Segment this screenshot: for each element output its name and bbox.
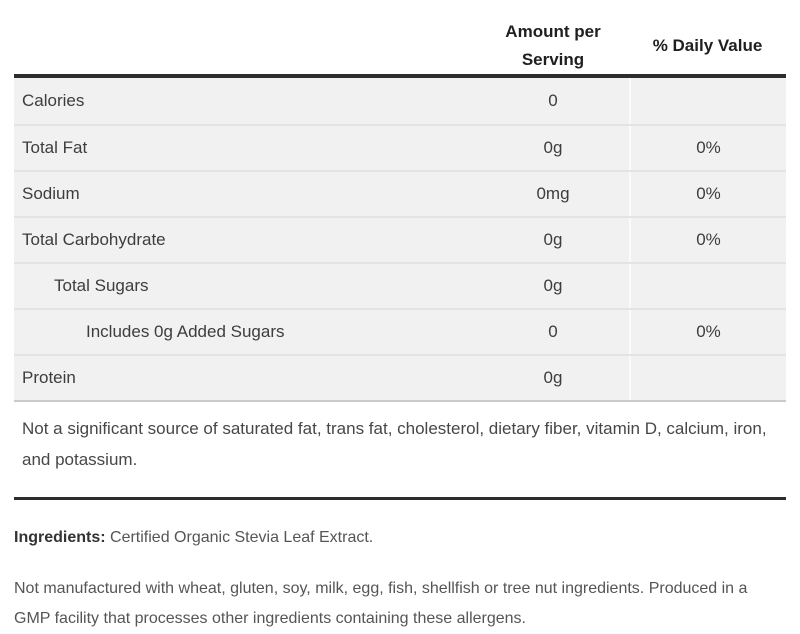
daily-value-header: % Daily Value: [629, 32, 786, 60]
table-row: Includes 0g Added Sugars 0 0%: [14, 308, 786, 354]
nutrient-daily-value: [629, 78, 786, 124]
nutrient-amount: 0g: [543, 276, 563, 295]
nutrient-daily-value: 0%: [629, 172, 786, 216]
nutrient-amount: 0mg: [536, 184, 570, 203]
nutrient-amount: 0: [548, 322, 558, 341]
nutrient-amount: 0: [548, 91, 558, 110]
nutrient-name: Total Fat: [22, 138, 88, 157]
amount-per-serving-header: Amount per Serving: [477, 18, 629, 74]
divider-rule: [14, 497, 786, 500]
nutrient-amount: 0g: [543, 138, 563, 157]
nutrient-daily-value: [629, 264, 786, 308]
nutrient-daily-value: [629, 356, 786, 400]
table-row: Sodium 0mg 0%: [14, 170, 786, 216]
daily-value-label: % Daily Value: [652, 36, 763, 55]
ingredients-label: Ingredients:: [14, 529, 106, 546]
nutrient-name: Calories: [22, 91, 85, 110]
nutrient-name: Sodium: [22, 184, 80, 203]
nutrient-daily-value: 0%: [629, 310, 786, 354]
table-row: Calories 0: [14, 78, 786, 124]
table-row: Total Fat 0g 0%: [14, 124, 786, 170]
nutrient-amount: 0g: [543, 368, 563, 387]
nutrient-daily-value: 0%: [629, 218, 786, 262]
nutrient-name: Protein: [22, 368, 76, 387]
amount-per-serving-label: Amount per Serving: [505, 22, 601, 69]
nutrition-panel: Amount per Serving % Daily Value Calorie…: [14, 0, 786, 627]
table-row: Protein 0g: [14, 354, 786, 400]
nutrition-facts-table: Calories 0 Total Fat 0g 0% Sodium 0mg 0% Total C…: [14, 74, 786, 402]
ingredients-line: Ingredients: Certified Organic Stevia Le…: [14, 526, 786, 550]
nutrient-amount: 0g: [543, 230, 563, 249]
nutrient-name: Total Sugars: [54, 276, 149, 295]
table-row: Total Carbohydrate 0g 0%: [14, 216, 786, 262]
nutrient-name: Includes 0g Added Sugars: [86, 322, 285, 341]
table-row: Total Sugars 0g: [14, 262, 786, 308]
nutrient-daily-value: 0%: [629, 126, 786, 170]
table-header: Amount per Serving % Daily Value: [14, 0, 786, 74]
not-significant-source-note: Not a significant source of saturated fa…: [14, 402, 786, 485]
nutrient-name: Total Carbohydrate: [22, 230, 166, 249]
ingredients-text: Certified Organic Stevia Leaf Extract.: [110, 529, 374, 546]
allergen-statement: Not manufactured with wheat, gluten, soy…: [14, 580, 748, 627]
